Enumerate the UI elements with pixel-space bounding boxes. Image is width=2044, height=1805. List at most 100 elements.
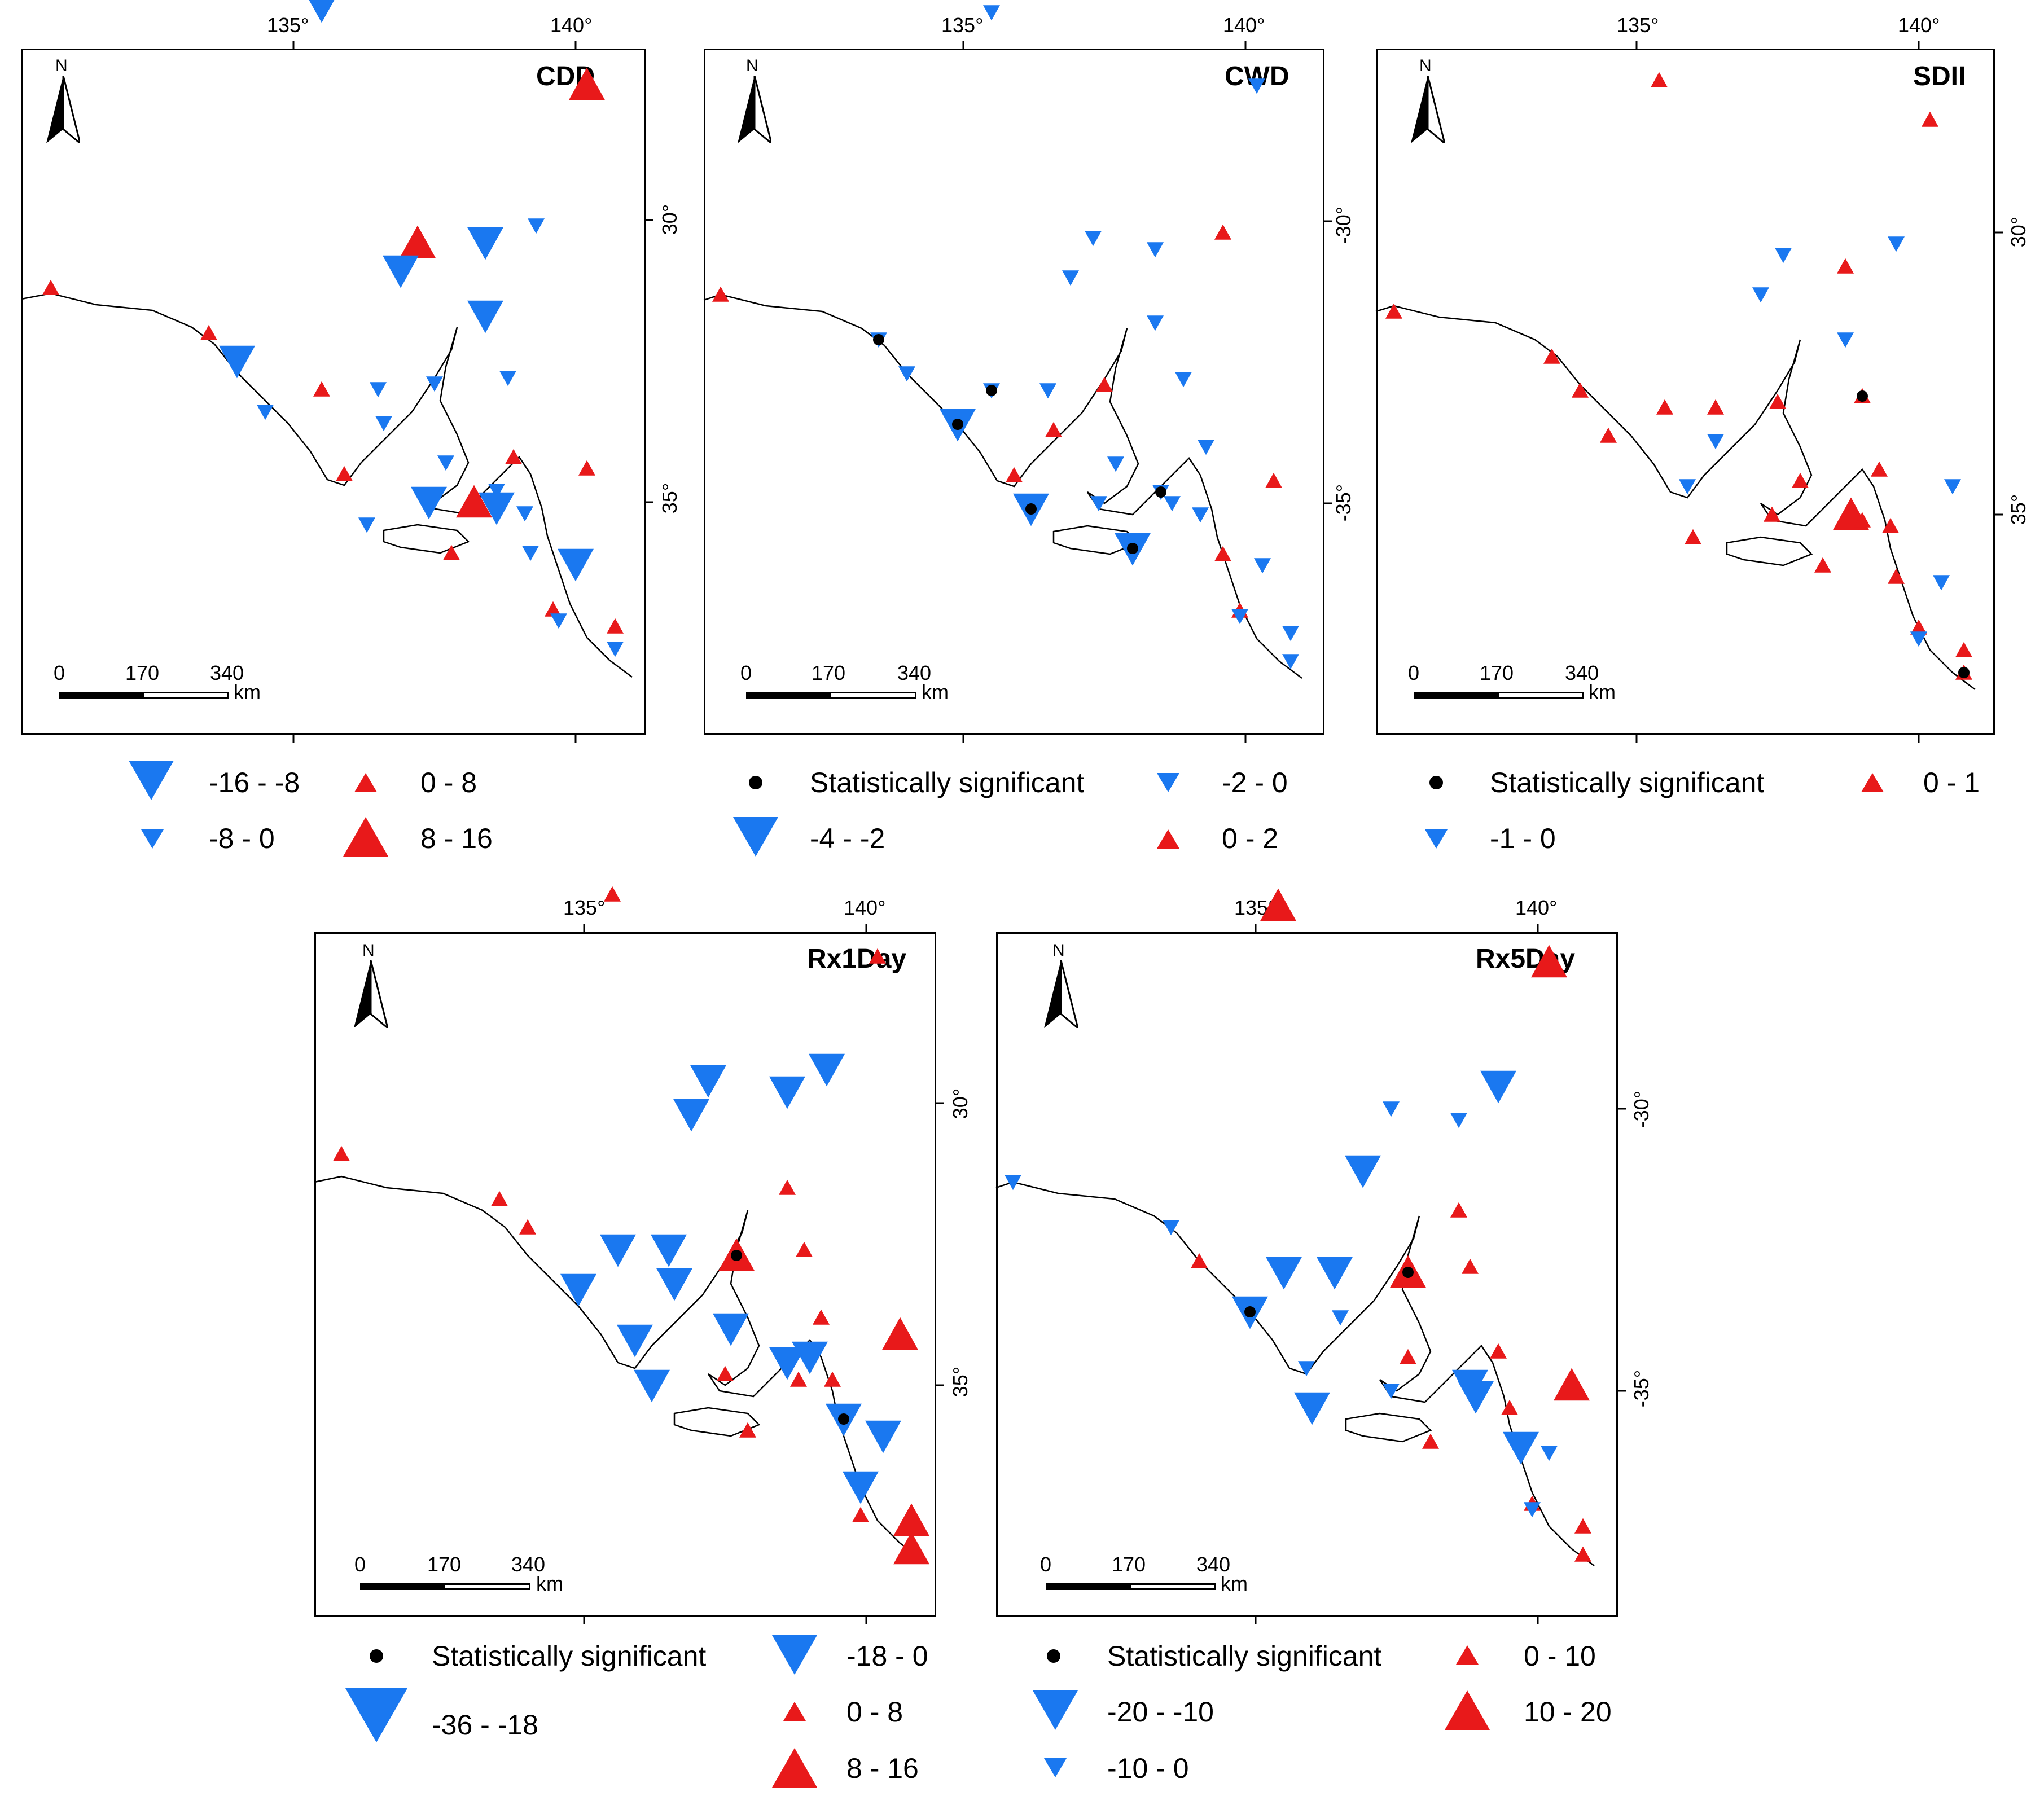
trend-decrease-marker xyxy=(600,1234,636,1267)
trend-decrease-marker xyxy=(411,486,447,520)
legend-symbol-small-up-triangle xyxy=(354,773,377,792)
significant-marker xyxy=(1958,667,1970,678)
island-outline xyxy=(383,524,470,554)
trend-decrease-marker xyxy=(1248,78,1265,94)
scale-label-340: 340 xyxy=(897,661,932,684)
trend-increase-marker xyxy=(852,1507,869,1522)
trend-decrease-marker xyxy=(656,1268,692,1301)
island-outline xyxy=(1345,1412,1432,1443)
north-label: N xyxy=(746,56,758,75)
trend-increase-marker xyxy=(796,1241,813,1257)
trend-increase-marker xyxy=(893,1503,929,1536)
trend-increase-marker xyxy=(491,1191,508,1206)
legend-symbol-large-up-triangle xyxy=(343,817,388,857)
significant-marker xyxy=(986,385,997,396)
trend-decrease-marker xyxy=(560,1273,596,1307)
scale-label-0: 0 xyxy=(1040,1553,1052,1576)
legend-label: -36 - -18 xyxy=(432,1709,538,1741)
trend-decrease-marker xyxy=(1039,383,1056,399)
trend-decrease-marker xyxy=(488,484,505,499)
scale-label-170: 170 xyxy=(427,1553,462,1576)
trend-decrease-marker xyxy=(1480,1070,1516,1104)
legend-symbol-dot xyxy=(1047,1649,1060,1663)
trend-decrease-marker xyxy=(522,546,539,561)
trend-increase-marker xyxy=(717,1365,734,1381)
trend-decrease-marker xyxy=(607,642,624,657)
scale-unit: km xyxy=(1589,680,1616,704)
trend-decrease-marker xyxy=(898,366,915,382)
legend-label: Statistically significant xyxy=(1107,1640,1382,1672)
significant-marker xyxy=(1857,390,1868,402)
trend-increase-marker xyxy=(578,460,595,476)
trend-increase-marker xyxy=(1685,529,1701,544)
trend-increase-marker xyxy=(313,381,330,397)
legend-label: 0 - 8 xyxy=(846,1696,903,1728)
legend-label: -10 - 0 xyxy=(1107,1753,1189,1784)
scale-bar xyxy=(360,1583,530,1590)
trend-decrease-marker xyxy=(1062,270,1079,286)
trend-decrease-marker xyxy=(1298,1361,1315,1377)
trend-decrease-marker xyxy=(843,1471,879,1504)
scale-label-170: 170 xyxy=(125,661,160,684)
trend-decrease-marker xyxy=(713,1313,749,1346)
scale-label-340: 340 xyxy=(511,1553,546,1576)
significant-marker xyxy=(1025,503,1037,515)
trend-decrease-marker xyxy=(617,1324,653,1358)
trend-decrease-marker xyxy=(1383,1384,1400,1399)
trend-increase-marker xyxy=(607,618,624,634)
trend-increase-marker xyxy=(813,1309,830,1325)
lon-tick-label: 140° xyxy=(1515,896,1558,919)
legend-label: 8 - 16 xyxy=(846,1753,919,1784)
trend-increase-marker xyxy=(790,1371,807,1387)
north-arrow-icon xyxy=(354,960,388,1028)
legend-symbol-small-up-triangle xyxy=(1861,773,1884,792)
trend-decrease-marker xyxy=(1524,1502,1541,1518)
north-label: N xyxy=(362,941,375,960)
trend-increase-marker xyxy=(1707,399,1724,415)
trend-decrease-marker xyxy=(1503,1431,1539,1465)
trend-decrease-marker xyxy=(1317,1257,1353,1290)
legend-symbol-dot xyxy=(749,776,762,789)
legend-symbol-large-down-triangle xyxy=(772,1635,817,1675)
trend-decrease-marker xyxy=(550,613,567,629)
legend-label: 8 - 16 xyxy=(420,823,493,854)
lon-tick-label: 140° xyxy=(1898,14,1940,37)
lon-tick-label: 135° xyxy=(563,896,606,919)
trend-decrease-marker xyxy=(1266,1257,1302,1290)
trend-decrease-marker xyxy=(1147,315,1164,331)
trend-decrease-marker xyxy=(558,548,594,582)
trend-decrease-marker xyxy=(1458,1381,1494,1414)
trend-increase-marker xyxy=(1265,472,1282,488)
trend-decrease-marker xyxy=(375,416,392,432)
trend-increase-marker xyxy=(1651,72,1668,87)
trend-increase-marker xyxy=(1422,1433,1439,1449)
trend-decrease-marker xyxy=(219,345,255,379)
trend-increase-marker xyxy=(443,544,460,560)
trend-decrease-marker xyxy=(358,517,375,533)
trend-increase-marker xyxy=(1600,427,1617,443)
trend-decrease-marker xyxy=(1910,631,1927,647)
map-panel-cdd xyxy=(21,49,646,735)
trend-increase-marker xyxy=(1214,546,1231,561)
scale-unit: km xyxy=(536,1572,563,1595)
map-panel-cwd xyxy=(704,49,1324,735)
trend-increase-marker xyxy=(545,601,562,617)
trend-decrease-marker xyxy=(1541,1446,1558,1461)
lon-tick-label: 135° xyxy=(1617,14,1659,37)
trend-decrease-marker xyxy=(499,371,516,387)
trend-decrease-marker xyxy=(865,1420,901,1453)
legend-symbol-large-up-triangle xyxy=(772,1748,817,1788)
scale-bar xyxy=(746,692,916,699)
trend-increase-marker xyxy=(1543,348,1560,364)
trend-increase-marker xyxy=(712,286,729,302)
north-label: N xyxy=(1419,56,1432,75)
trend-decrease-marker xyxy=(651,1234,687,1267)
trend-decrease-marker xyxy=(309,0,335,23)
trend-decrease-marker xyxy=(1332,1310,1349,1326)
trend-decrease-marker xyxy=(370,382,387,398)
scale-unit: km xyxy=(1221,1572,1248,1595)
north-arrow-icon xyxy=(1044,960,1078,1028)
trend-decrease-marker xyxy=(1294,1392,1330,1425)
legend-symbol-dot xyxy=(370,1649,383,1663)
